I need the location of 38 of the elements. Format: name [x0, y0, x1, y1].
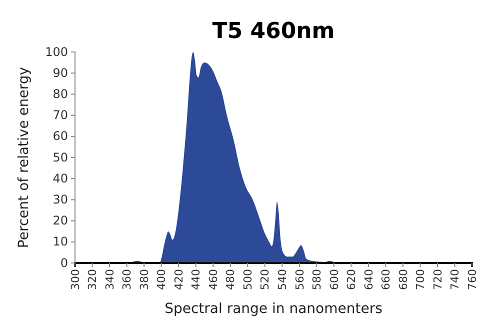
y-tick-label: 20 — [52, 214, 68, 228]
y-tick-label: 70 — [52, 108, 68, 122]
x-tick-label: 640 — [362, 269, 376, 290]
chart-title: T5 460nm — [212, 19, 335, 44]
x-tick-label: 600 — [328, 269, 341, 290]
x-tick-label: 700 — [414, 269, 428, 290]
x-axis-title: Spectral range in nanomenters — [164, 301, 382, 317]
x-tick-label: 320 — [86, 269, 100, 290]
y-tick-label: 40 — [52, 171, 68, 186]
x-tick-label: 460 — [206, 269, 220, 290]
y-tick-label: 50 — [52, 150, 68, 164]
x-tick-label: 420 — [172, 269, 186, 290]
y-axis-title: Percent of relative energy — [16, 66, 32, 248]
y-tick-label: 100 — [45, 44, 68, 59]
x-tick-label: 520 — [258, 269, 272, 290]
x-tick-label: 740 — [448, 269, 462, 290]
x-tick-label: 620 — [345, 269, 358, 290]
x-tick-label: 660 — [380, 269, 393, 290]
y-tick-label: 80 — [52, 87, 68, 102]
y-tick-label: 30 — [52, 192, 68, 207]
x-tick-label: 300 — [68, 269, 82, 290]
x-tick-label: 480 — [224, 269, 238, 290]
x-tick-label: 400 — [155, 269, 168, 290]
x-tick-label: 560 — [293, 269, 306, 290]
x-tick-label: 720 — [431, 269, 444, 290]
y-tick-label: 0 — [60, 256, 68, 270]
y-tick-label: 60 — [52, 129, 68, 144]
x-tick-label: 380 — [138, 269, 151, 290]
x-tick-label: 760 — [466, 269, 479, 290]
x-tick-label: 360 — [120, 269, 134, 290]
x-tick-label: 680 — [396, 269, 410, 290]
x-tick-label: 340 — [103, 269, 116, 290]
y-tick-label: 90 — [52, 66, 68, 80]
y-tick-label: 10 — [52, 234, 68, 249]
x-tick-label: 580 — [310, 269, 324, 290]
x-tick-label: 540 — [276, 269, 289, 290]
x-tick-label: 500 — [241, 269, 254, 290]
x-tick-label: 440 — [190, 269, 203, 290]
